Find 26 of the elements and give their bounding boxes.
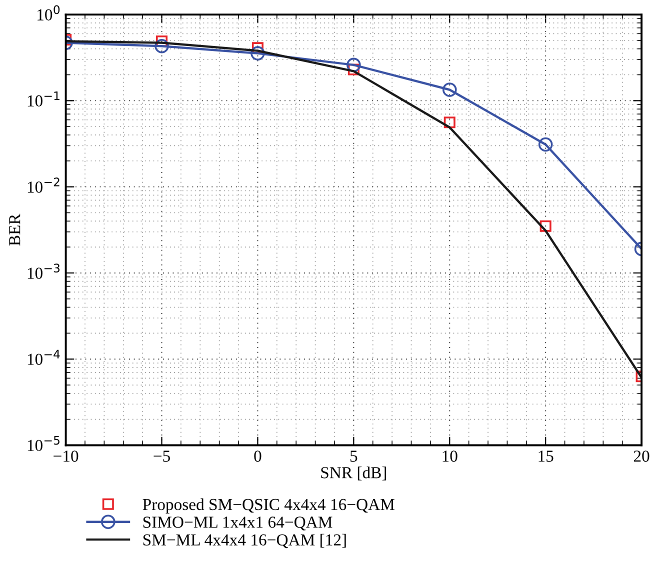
y-tick-label: 10$^{−5}$ bbox=[28, 436, 60, 452]
point bbox=[154, 38, 169, 54]
legend-label: SIMO−ML 1x4x1 64−QAM bbox=[143, 516, 332, 530]
legend-label: Proposed SM−QSIC 4x4x4 16−QAM bbox=[142, 498, 394, 514]
x-tick-label: −5 bbox=[154, 450, 170, 462]
point bbox=[444, 116, 456, 128]
y-axis-title: BER bbox=[9, 214, 20, 246]
point bbox=[250, 46, 265, 60]
x-tick-label: 20 bbox=[634, 450, 650, 462]
x-tick-label: 0 bbox=[254, 450, 262, 462]
point bbox=[540, 220, 552, 232]
y-tick-label: 10$^{−4}$ bbox=[28, 350, 60, 365]
y-tick-label: 10$^{0}$ bbox=[38, 5, 60, 20]
x-tick-label: 15 bbox=[538, 450, 554, 462]
x-tick-label: −10 bbox=[54, 450, 78, 462]
point bbox=[346, 58, 361, 72]
point bbox=[442, 82, 457, 97]
point bbox=[348, 64, 360, 76]
x-axis-title: SNR [dB] bbox=[321, 466, 386, 480]
legend-label: SM−ML 4x4x4 16−QAM [12] bbox=[143, 534, 346, 548]
point bbox=[538, 137, 553, 152]
y-tick-label: 10$^{−3}$ bbox=[28, 264, 60, 279]
x-tick-label: 10 bbox=[442, 450, 458, 462]
x-tick-label: 5 bbox=[350, 450, 358, 462]
y-tick-label: 10$^{−2}$ bbox=[28, 178, 60, 193]
y-tick-label: 10$^{−1}$ bbox=[28, 91, 60, 107]
